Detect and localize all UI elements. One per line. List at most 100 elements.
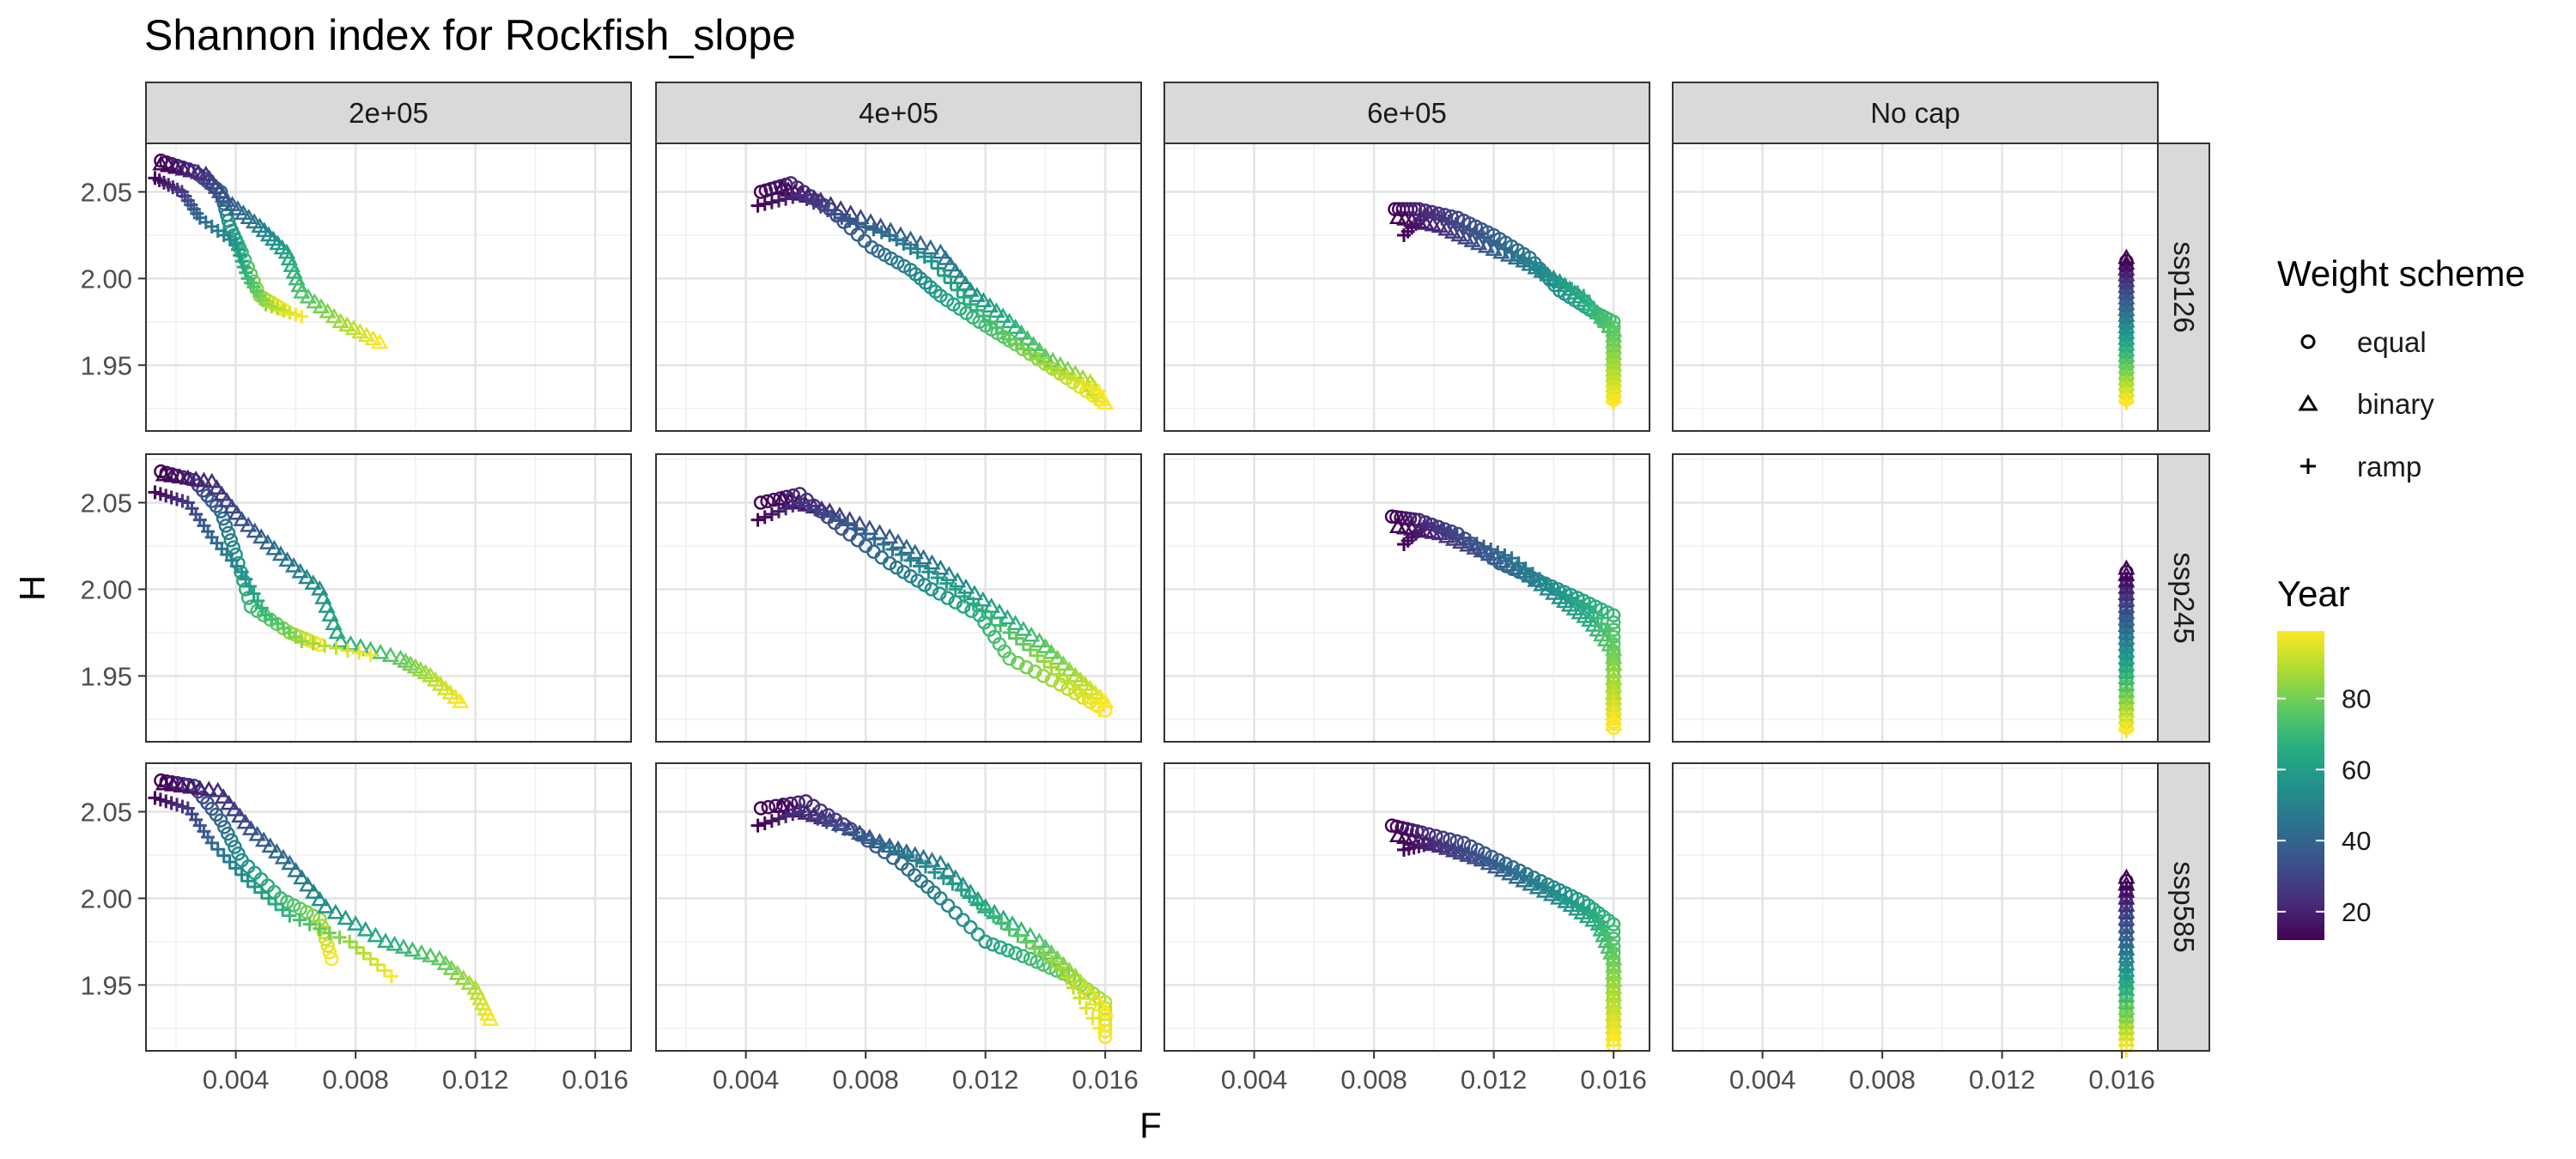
x-tick-label: 0.016 [562, 1065, 629, 1095]
point-ramp [270, 301, 285, 316]
point-ramp [801, 808, 816, 822]
point-ramp [1449, 217, 1463, 232]
point-binary [889, 533, 908, 549]
x-tick-label: 0.016 [1072, 1065, 1139, 1095]
point-binary [923, 554, 941, 570]
point-equal [221, 826, 235, 841]
panel-background [1673, 454, 2158, 742]
x-tick-label: 0.004 [1729, 1065, 1796, 1095]
point-binary [1066, 967, 1084, 983]
point-ramp [1462, 533, 1477, 548]
point-binary [173, 777, 191, 793]
point-ramp [917, 250, 932, 264]
point-ramp [883, 840, 897, 855]
facet-panel [1672, 762, 2159, 1058]
point-ramp [957, 589, 972, 604]
facet-panel [655, 453, 1142, 743]
point-equal [761, 799, 776, 815]
point-binary [326, 903, 345, 919]
point-ramp [779, 809, 793, 823]
point-binary [222, 498, 241, 514]
point-binary [160, 156, 178, 173]
point-ramp [793, 804, 807, 819]
point-ramp [1442, 214, 1456, 228]
point-binary [225, 800, 244, 816]
point-ramp [1030, 648, 1045, 663]
facet-strip-label: 6e+05 [1367, 97, 1447, 129]
legend-circle-icon [2300, 334, 2316, 349]
point-ramp [1426, 835, 1441, 850]
y-tick-label: 1.95 [81, 970, 132, 1000]
point-equal [1407, 202, 1423, 216]
panel-border [655, 143, 1142, 432]
point-equal [896, 564, 911, 580]
point-ramp [1060, 970, 1074, 985]
panel-border [1672, 143, 2159, 432]
point-binary [1515, 562, 1533, 579]
point-ramp [771, 811, 786, 826]
facet-panel [1163, 762, 1650, 1053]
point-ramp [910, 246, 925, 260]
point-equal [889, 560, 904, 575]
point-binary [182, 778, 200, 794]
panel-border [655, 762, 1142, 1052]
point-ramp [957, 290, 971, 305]
point-ramp [1085, 1010, 1100, 1025]
point-ramp [1455, 844, 1469, 859]
point-ramp [1601, 325, 1616, 339]
panel-border [1163, 453, 1650, 743]
point-ramp [1475, 851, 1490, 865]
point-equal [963, 919, 978, 935]
point-ramp [921, 565, 936, 580]
point-ramp [1092, 384, 1107, 398]
point-ramp [986, 909, 1000, 924]
point-binary [325, 615, 343, 631]
x-tick-label: 0.016 [2088, 1065, 2155, 1095]
panel-points [148, 464, 470, 708]
point-binary [357, 326, 376, 343]
point-ramp [931, 261, 945, 276]
point-ramp [1016, 637, 1030, 652]
point-ramp [1036, 948, 1051, 962]
point-binary [164, 776, 182, 792]
point-equal [1606, 608, 1621, 622]
panel-grid [656, 143, 1141, 431]
point-binary [261, 837, 279, 853]
point-binary [911, 234, 930, 251]
point-ramp [764, 507, 779, 521]
point-ramp [837, 822, 852, 836]
point-ramp [1607, 396, 1621, 410]
point-binary [936, 250, 955, 265]
point-binary [191, 780, 209, 795]
point-ramp [1571, 593, 1585, 608]
point-ramp [352, 646, 367, 660]
facet-strip-label: 2e+05 [349, 97, 428, 129]
point-ramp [254, 601, 269, 616]
point-binary [1036, 638, 1054, 653]
point-binary [1450, 226, 1468, 242]
panel-grid [656, 763, 1141, 1051]
point-ramp [1030, 351, 1045, 366]
point-ramp [1469, 227, 1484, 241]
point-binary [430, 950, 448, 966]
point-binary [240, 516, 258, 532]
point-ramp [1469, 537, 1484, 551]
point-equal [917, 578, 932, 592]
point-ramp [343, 934, 357, 949]
point-binary [231, 807, 249, 823]
point-equal [1000, 943, 1016, 958]
point-binary [1018, 330, 1036, 346]
point-ramp [832, 513, 847, 527]
point-ramp [228, 861, 243, 876]
point-binary [155, 774, 173, 791]
point-binary [412, 944, 431, 960]
point-ramp [757, 197, 772, 211]
point-binary [1060, 961, 1078, 977]
panel-border [1163, 143, 1650, 432]
point-ramp [1491, 545, 1505, 560]
x-tick-label: 0.016 [1580, 1065, 1647, 1095]
point-ramp [786, 190, 800, 204]
point-binary [203, 472, 221, 488]
point-ramp [1462, 222, 1477, 237]
point-ramp [849, 521, 864, 536]
